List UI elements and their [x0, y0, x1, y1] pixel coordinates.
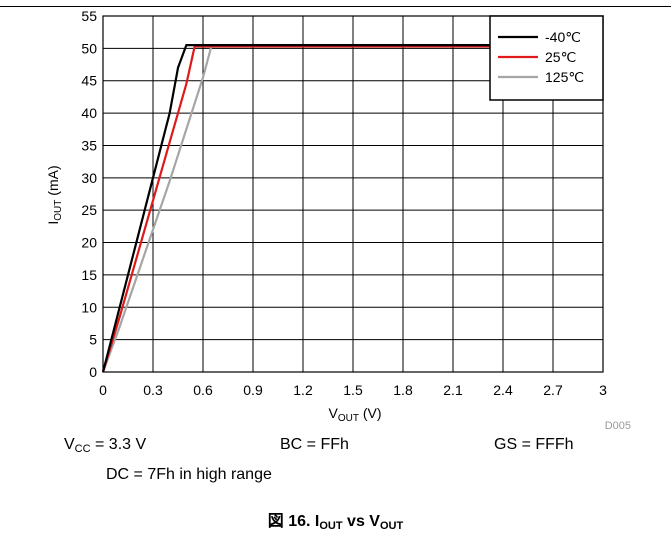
x-tick-labels: 0 0.3 0.6 0.9 1.2 1.5 1.8 2.1 2.4 2.7 3 — [99, 382, 607, 398]
series-lines — [101, 44, 603, 373]
series-line-1 — [101, 45, 603, 373]
legend-label-2: 125℃ — [545, 69, 584, 85]
y-tick-label: 30 — [81, 170, 97, 186]
y-tick-label: 15 — [81, 267, 97, 283]
iout-vs-vout-chart: 0 0.3 0.6 0.9 1.2 1.5 1.8 2.1 2.4 2.7 3 0 5 10 15 20 25… — [45, 8, 631, 432]
y-tick-labels: 0 5 10 15 20 25 30 35 40 45 50 55 — [81, 8, 97, 380]
y-tick-label: 5 — [89, 332, 97, 348]
y-tick-label: 55 — [81, 8, 97, 24]
x-tick-label: 1.5 — [343, 382, 363, 398]
y-tick-label: 40 — [81, 105, 97, 121]
y-tick-label: 35 — [81, 137, 97, 153]
figure-ref-code: D005 — [605, 420, 631, 432]
x-tick-label: 2.4 — [493, 382, 513, 398]
y-tick-label: 25 — [81, 202, 97, 218]
x-tick-label: 0.3 — [143, 382, 163, 398]
figure-caption: 図 16. IOUT vs VOUT — [267, 513, 404, 532]
legend-label-0: -40℃ — [545, 29, 581, 45]
y-axis-title: IOUT (mA) — [45, 165, 64, 224]
y-tick-label: 20 — [81, 235, 97, 251]
plot-frame — [102, 15, 604, 373]
legend: -40℃ 25℃ 125℃ — [489, 15, 604, 101]
condition-gs: GS = FFFh — [494, 436, 574, 453]
y-tick-label: 45 — [81, 73, 97, 89]
condition-bc: BC = FFh — [280, 436, 349, 453]
condition-vcc: VCC = 3.3 V — [64, 436, 147, 455]
x-tick-label: 0 — [99, 382, 107, 398]
x-axis-title: VOUT (V) — [328, 405, 381, 424]
x-tick-label: 3 — [599, 382, 607, 398]
legend-label-1: 25℃ — [545, 49, 576, 65]
x-tick-label: 0.6 — [193, 382, 213, 398]
y-tick-label: 50 — [81, 40, 97, 56]
x-tick-label: 1.2 — [293, 382, 313, 398]
y-tick-label: 10 — [81, 299, 97, 315]
top-rule — [0, 6, 671, 7]
x-tick-label: 2.7 — [543, 382, 563, 398]
series-line-2 — [101, 45, 603, 373]
condition-dc: DC = 7Fh in high range — [106, 466, 272, 483]
x-tick-label: 1.8 — [393, 382, 413, 398]
x-tick-label: 2.1 — [443, 382, 463, 398]
x-tick-label: 0.9 — [243, 382, 263, 398]
series-line-0 — [101, 44, 603, 373]
y-tick-label: 0 — [89, 364, 97, 380]
